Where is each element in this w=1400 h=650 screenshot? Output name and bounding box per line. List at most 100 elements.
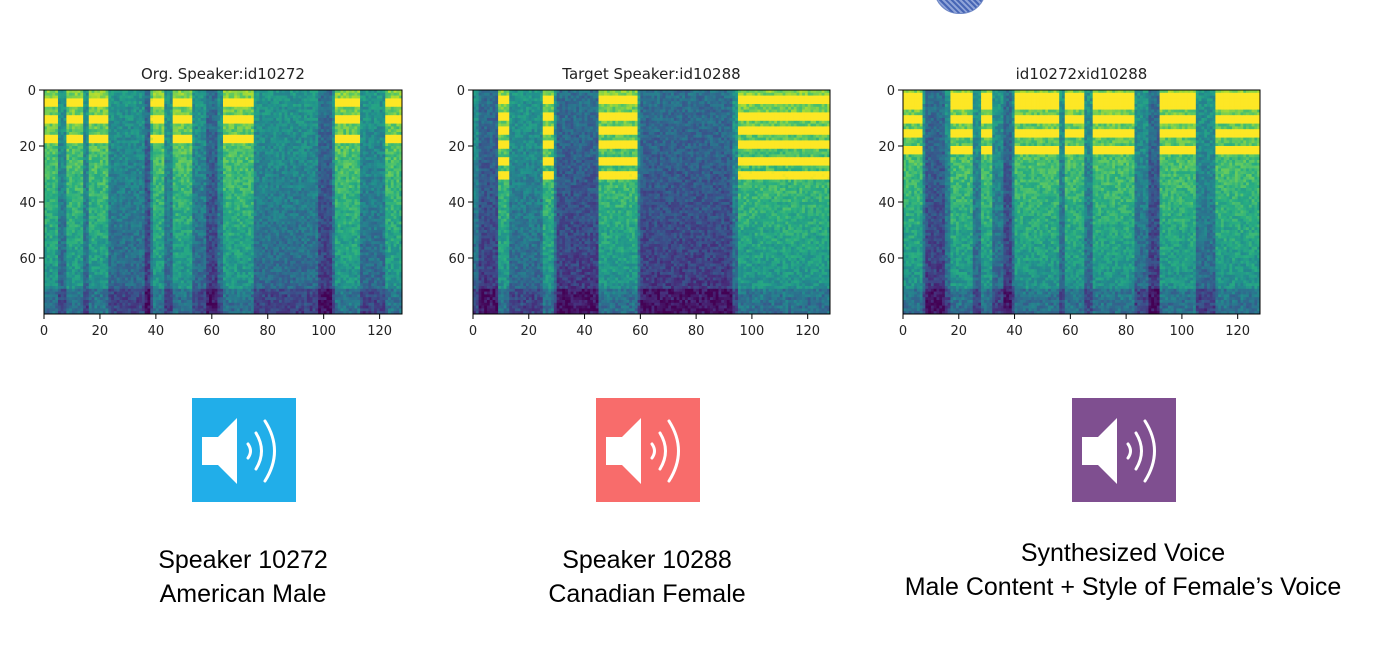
heatmap-cell <box>184 182 187 185</box>
heatmap-cell <box>206 112 209 115</box>
heatmap-cell <box>240 112 243 115</box>
heatmap-cell <box>58 126 61 129</box>
heatmap-cell <box>318 143 321 146</box>
heatmap-cell <box>368 143 371 146</box>
heatmap-cell <box>332 138 335 141</box>
heatmap-cell <box>332 101 335 104</box>
heatmap-cell <box>50 157 53 160</box>
heatmap-cell <box>326 143 329 146</box>
heatmap-cell <box>203 115 206 118</box>
heatmap-cell <box>215 160 218 163</box>
heatmap-cell <box>310 152 313 155</box>
heatmap-cell <box>273 194 276 197</box>
heatmap-cell <box>145 93 148 96</box>
heatmap-cell <box>226 98 229 101</box>
heatmap-cell <box>231 126 234 129</box>
heatmap-cell <box>343 124 346 127</box>
heatmap-cell <box>394 98 397 101</box>
heatmap-cell <box>282 174 285 177</box>
heatmap-cell <box>273 107 276 110</box>
heatmap-cell <box>164 129 167 132</box>
heatmap-cell <box>290 168 293 171</box>
heatmap-cell <box>175 174 178 177</box>
heatmap-cell <box>343 121 346 124</box>
heatmap-cell <box>136 124 139 127</box>
heatmap-cell <box>89 154 92 157</box>
heatmap-cell <box>120 132 123 135</box>
heatmap-cell <box>346 180 349 183</box>
heatmap-cell <box>178 177 181 180</box>
heatmap-cell <box>64 157 67 160</box>
heatmap-cell <box>122 177 125 180</box>
heatmap-cell <box>66 121 69 124</box>
heatmap-cell <box>262 112 265 115</box>
heatmap-cell <box>117 101 120 104</box>
heatmap-cell <box>106 168 109 171</box>
heatmap-cell <box>301 96 304 99</box>
heatmap-cell <box>332 163 335 166</box>
heatmap-cell <box>290 115 293 118</box>
heatmap-cell <box>61 104 64 107</box>
heatmap-cell <box>368 160 371 163</box>
heatmap-cell <box>366 93 369 96</box>
heatmap-cell <box>265 188 268 191</box>
heatmap-cell <box>150 185 153 188</box>
heatmap-cell <box>92 149 95 152</box>
heatmap-cell <box>321 124 324 127</box>
heatmap-cell <box>117 157 120 160</box>
heatmap-cell <box>173 132 176 135</box>
heatmap-cell <box>150 182 153 185</box>
heatmap-cell <box>97 126 100 129</box>
heatmap-cell <box>153 101 156 104</box>
heatmap-cell <box>343 168 346 171</box>
heatmap-cell <box>108 194 111 197</box>
heatmap-cell <box>394 143 397 146</box>
heatmap-cell <box>175 163 178 166</box>
heatmap-cell <box>50 96 53 99</box>
heatmap-cell <box>220 110 223 113</box>
heatmap-cell <box>318 149 321 152</box>
heatmap-cell <box>89 110 92 113</box>
heatmap-cell <box>69 104 72 107</box>
heatmap-cell <box>394 118 397 121</box>
heatmap-cell <box>357 129 360 132</box>
heatmap-cell <box>324 96 327 99</box>
heatmap-cell <box>78 143 81 146</box>
heatmap-cell <box>340 166 343 169</box>
heatmap-cell <box>64 146 67 149</box>
heatmap-cell <box>366 185 369 188</box>
heatmap-cell <box>343 140 346 143</box>
heatmap-cell <box>153 126 156 129</box>
heatmap-cell <box>357 118 360 121</box>
heatmap-cell <box>142 96 145 99</box>
heatmap-cell <box>203 177 206 180</box>
heatmap-cell <box>271 146 274 149</box>
heatmap-cell <box>240 93 243 96</box>
heatmap-cell <box>97 115 100 118</box>
heatmap-cell <box>304 146 307 149</box>
heatmap-cell <box>385 107 388 110</box>
heatmap-cell <box>231 182 234 185</box>
heatmap-cell <box>271 149 274 152</box>
heatmap-cell <box>259 174 262 177</box>
heatmap-cell <box>391 93 394 96</box>
heatmap-cell <box>86 107 89 110</box>
heatmap-cell <box>131 160 134 163</box>
heatmap-cell <box>388 129 391 132</box>
heatmap-cell <box>231 196 234 199</box>
heatmap-cell <box>122 154 125 157</box>
heatmap-cell <box>259 107 262 110</box>
heatmap-cell <box>167 96 170 99</box>
heatmap-cell <box>245 149 248 152</box>
heatmap-cell <box>251 174 254 177</box>
heatmap-cell <box>271 177 274 180</box>
heatmap-cell <box>287 138 290 141</box>
heatmap-cell <box>276 98 279 101</box>
heatmap-cell <box>352 124 355 127</box>
heatmap-cell <box>189 112 192 115</box>
heatmap-cell <box>290 107 293 110</box>
heatmap-cell <box>307 121 310 124</box>
heatmap-cell <box>265 194 268 197</box>
heatmap-cell <box>47 166 50 169</box>
heatmap-cell <box>156 124 159 127</box>
